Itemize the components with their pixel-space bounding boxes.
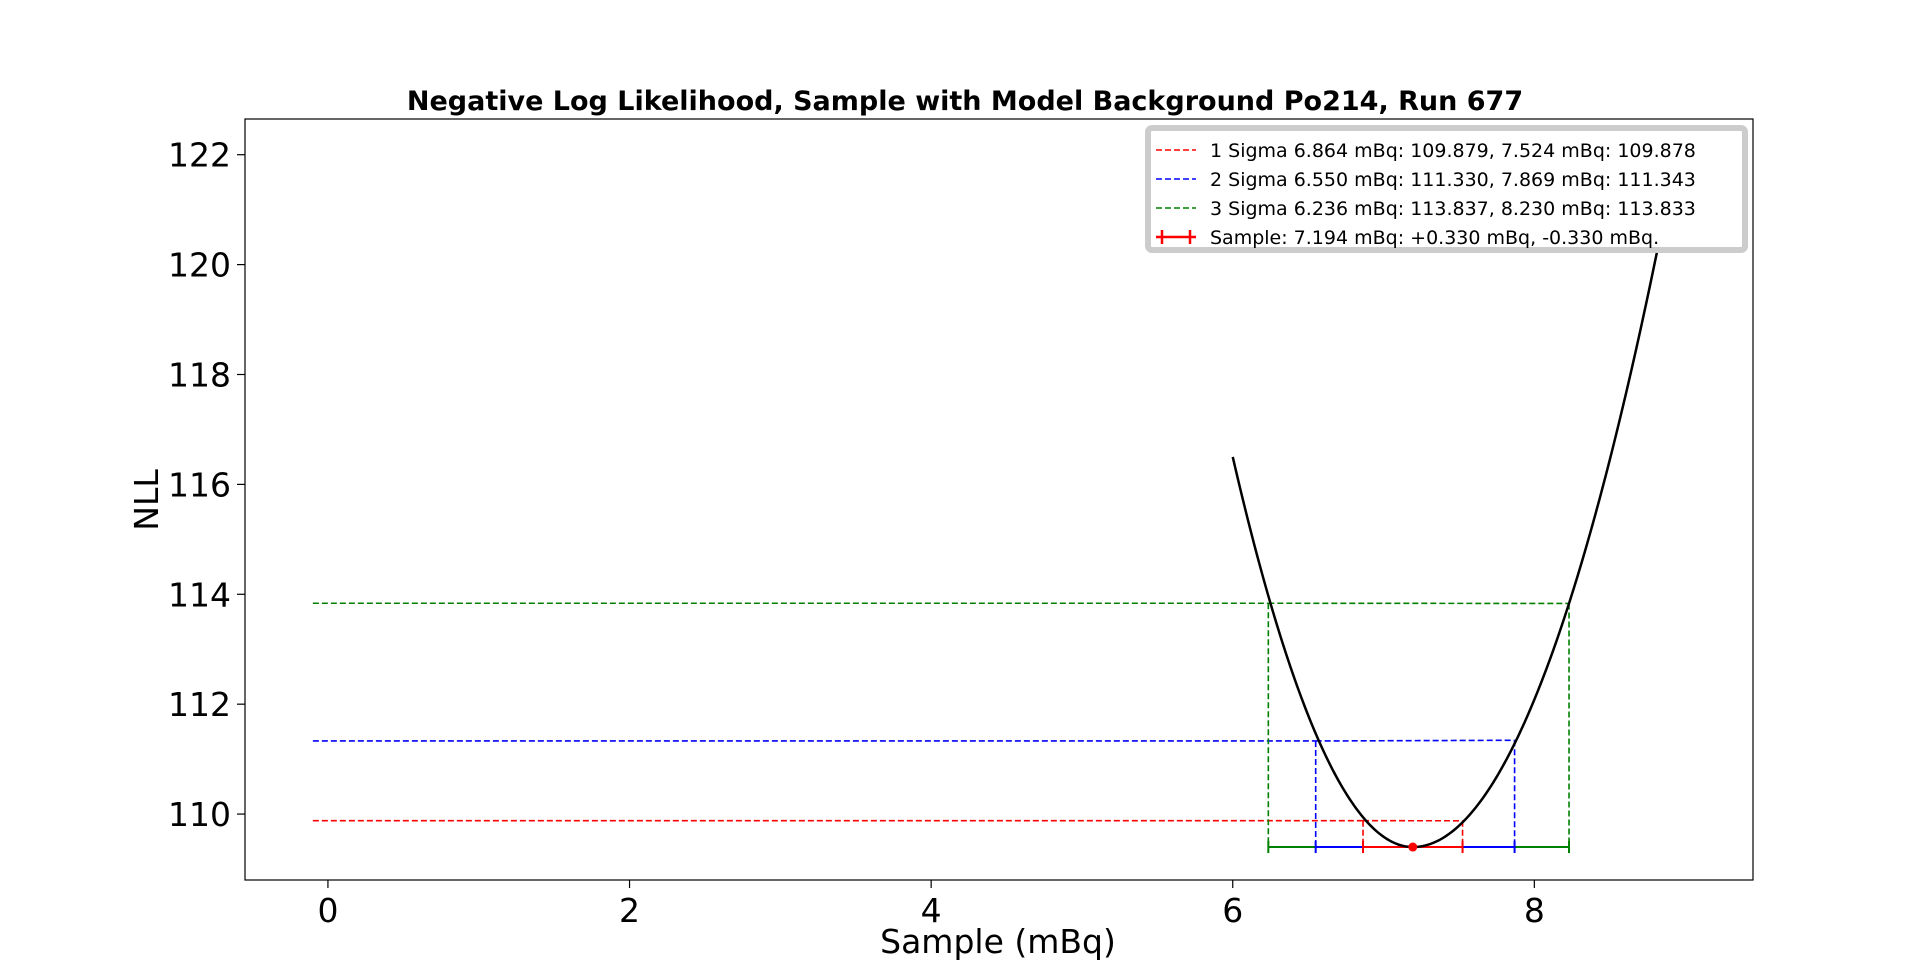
legend-box xyxy=(1145,125,1748,253)
legend-sigma-1-label: 1 Sigma 6.864 mBq: 109.879, 7.524 mBq: 1… xyxy=(1210,140,1696,162)
x-tick-label: 6 xyxy=(1222,891,1243,930)
legend-sigma-3-label: 3 Sigma 6.236 mBq: 113.837, 8.230 mBq: 1… xyxy=(1210,198,1696,220)
y-tick-label: 122 xyxy=(168,136,231,175)
nll-curve xyxy=(1231,162,1676,849)
legend-sigma-2-label: 2 Sigma 6.550 mBq: 111.330, 7.869 mBq: 1… xyxy=(1210,169,1696,191)
legend: 1 Sigma 6.864 mBq: 109.879, 7.524 mBq: 1… xyxy=(1145,125,1748,253)
x-tick-label: 0 xyxy=(317,891,338,930)
x-axis-label: Sample (mBq) xyxy=(880,922,1116,961)
x-tick-label: 4 xyxy=(921,891,942,930)
chart-title: Negative Log Likelihood, Sample with Mod… xyxy=(407,86,1523,117)
sample-point xyxy=(1408,842,1418,852)
legend-sample-label: Sample: 7.194 mBq: +0.330 mBq, -0.330 mB… xyxy=(1210,227,1659,249)
y-tick-label: 112 xyxy=(168,685,231,724)
y-tick-label: 118 xyxy=(168,355,231,394)
y-tick-label: 110 xyxy=(168,795,231,834)
data-layer xyxy=(312,162,1676,854)
x-tick-label: 8 xyxy=(1524,891,1545,930)
y-tick-label: 120 xyxy=(168,246,231,285)
y-axis-label: NLL xyxy=(127,469,166,531)
y-tick-label: 116 xyxy=(168,465,231,504)
x-tick-label: 2 xyxy=(619,891,640,930)
sigma-2-hline-span xyxy=(1315,739,1515,742)
axes-layer: 0 2 4 6 8 110 112 114 116 118 120 122 xyxy=(168,136,1545,930)
plot-frame xyxy=(244,118,1754,881)
y-tick-label: 114 xyxy=(168,575,231,614)
